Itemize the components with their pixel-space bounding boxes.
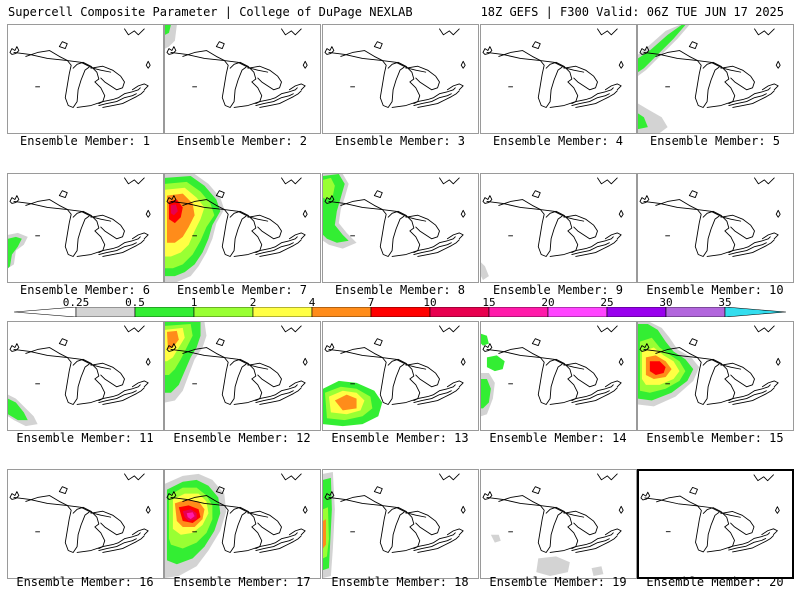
ensemble-member-map bbox=[480, 321, 637, 431]
great-lakes-map bbox=[324, 28, 466, 108]
great-lakes-map bbox=[639, 177, 781, 257]
ensemble-member-map bbox=[322, 173, 479, 283]
great-lakes-map bbox=[638, 25, 781, 133]
ensemble-member-map bbox=[7, 321, 164, 431]
ensemble-member-map bbox=[637, 24, 794, 134]
ensemble-member-map bbox=[480, 24, 637, 134]
colorbar-segment bbox=[547, 307, 608, 317]
ensemble-member-label: Ensemble Member: 18 bbox=[331, 575, 469, 589]
colorbar-segment bbox=[370, 307, 431, 317]
ensemble-member-label: Ensemble Member: 16 bbox=[16, 575, 154, 589]
great-lakes-map bbox=[640, 474, 780, 553]
ensemble-member-map bbox=[480, 173, 637, 283]
colorbar-high-arrow bbox=[724, 307, 786, 317]
colorbar-segment bbox=[311, 307, 372, 317]
great-lakes-map bbox=[165, 322, 308, 405]
colorbar-tick-label: 0.25 bbox=[62, 296, 90, 309]
ensemble-member-label: Ensemble Member: 17 bbox=[173, 575, 311, 589]
ensemble-member-label: Ensemble Member: 5 bbox=[649, 134, 781, 148]
colorbar-tick-label: 20 bbox=[541, 296, 555, 309]
ensemble-member-label: Ensemble Member: 11 bbox=[16, 431, 154, 445]
ensemble-member-label: Ensemble Member: 6 bbox=[19, 283, 151, 297]
ensemble-member-label: Ensemble Member: 19 bbox=[489, 575, 627, 589]
ensemble-member-map bbox=[480, 469, 637, 579]
colorbar-segment bbox=[488, 307, 549, 317]
ensemble-member-map bbox=[637, 173, 794, 283]
colorbar-segment bbox=[606, 307, 667, 317]
ensemble-member-label: Ensemble Member: 2 bbox=[176, 134, 308, 148]
great-lakes-map bbox=[8, 325, 151, 427]
ensemble-member-map bbox=[164, 321, 321, 431]
great-lakes-map bbox=[638, 322, 781, 407]
colorbar bbox=[14, 307, 786, 317]
ensemble-member-map bbox=[7, 24, 164, 134]
colorbar-tick-label: 15 bbox=[482, 296, 496, 309]
ensemble-member-map bbox=[164, 469, 321, 579]
ensemble-member-label: Ensemble Member: 20 bbox=[646, 575, 784, 589]
colorbar-tick-label: 30 bbox=[659, 296, 673, 309]
ensemble-member-label: Ensemble Member: 13 bbox=[331, 431, 469, 445]
ensemble-member-map bbox=[637, 469, 794, 579]
great-lakes-map bbox=[482, 473, 624, 577]
colorbar-tick-label: 35 bbox=[718, 296, 732, 309]
great-lakes-map bbox=[165, 473, 308, 578]
ensemble-member-label: Ensemble Member: 15 bbox=[646, 431, 784, 445]
map-title: Supercell Composite Parameter | College … bbox=[8, 5, 413, 19]
colorbar-segment bbox=[665, 307, 726, 317]
run-info: 18Z GEFS | F300 Valid: 06Z TUE JUN 17 20… bbox=[480, 5, 784, 19]
ensemble-member-map bbox=[7, 469, 164, 579]
great-lakes-map bbox=[323, 174, 466, 257]
great-lakes-map bbox=[481, 177, 624, 281]
ensemble-member-label: Ensemble Member: 14 bbox=[489, 431, 627, 445]
great-lakes-map bbox=[482, 28, 624, 108]
ensemble-member-label: Ensemble Member: 8 bbox=[334, 283, 466, 297]
great-lakes-map bbox=[9, 473, 151, 553]
colorbar-segment bbox=[429, 307, 490, 317]
ensemble-member-map bbox=[322, 24, 479, 134]
ensemble-member-map bbox=[637, 321, 794, 431]
ensemble-member-label: Ensemble Member: 3 bbox=[334, 134, 466, 148]
colorbar-tick-label: 2 bbox=[249, 296, 257, 309]
colorbar-tick-label: 4 bbox=[308, 296, 316, 309]
great-lakes-map bbox=[481, 325, 624, 417]
ensemble-member-label: Ensemble Member: 1 bbox=[19, 134, 151, 148]
great-lakes-map bbox=[323, 471, 466, 578]
ensemble-member-map bbox=[322, 469, 479, 579]
ensemble-member-label: Ensemble Member: 9 bbox=[492, 283, 624, 297]
colorbar-segment bbox=[252, 307, 313, 317]
colorbar-tick-label: 25 bbox=[600, 296, 614, 309]
colorbar-segment bbox=[193, 307, 254, 317]
great-lakes-map bbox=[165, 25, 308, 108]
great-lakes-map bbox=[8, 177, 151, 269]
great-lakes-map bbox=[323, 325, 466, 427]
colorbar-tick-label: 0.5 bbox=[125, 296, 145, 309]
colorbar-tick-label: 1 bbox=[190, 296, 198, 309]
colorbar-tick-label: 10 bbox=[423, 296, 437, 309]
great-lakes-map bbox=[9, 28, 151, 108]
ensemble-member-label: Ensemble Member: 12 bbox=[173, 431, 311, 445]
ensemble-member-map bbox=[164, 24, 321, 134]
ensemble-member-map bbox=[322, 321, 479, 431]
ensemble-member-label: Ensemble Member: 10 bbox=[646, 283, 784, 297]
great-lakes-map bbox=[165, 174, 308, 282]
ensemble-member-map bbox=[7, 173, 164, 283]
colorbar-tick-label: 7 bbox=[367, 296, 375, 309]
ensemble-member-map bbox=[164, 173, 321, 283]
ensemble-member-label: Ensemble Member: 4 bbox=[492, 134, 624, 148]
ensemble-member-label: Ensemble Member: 7 bbox=[176, 283, 308, 297]
